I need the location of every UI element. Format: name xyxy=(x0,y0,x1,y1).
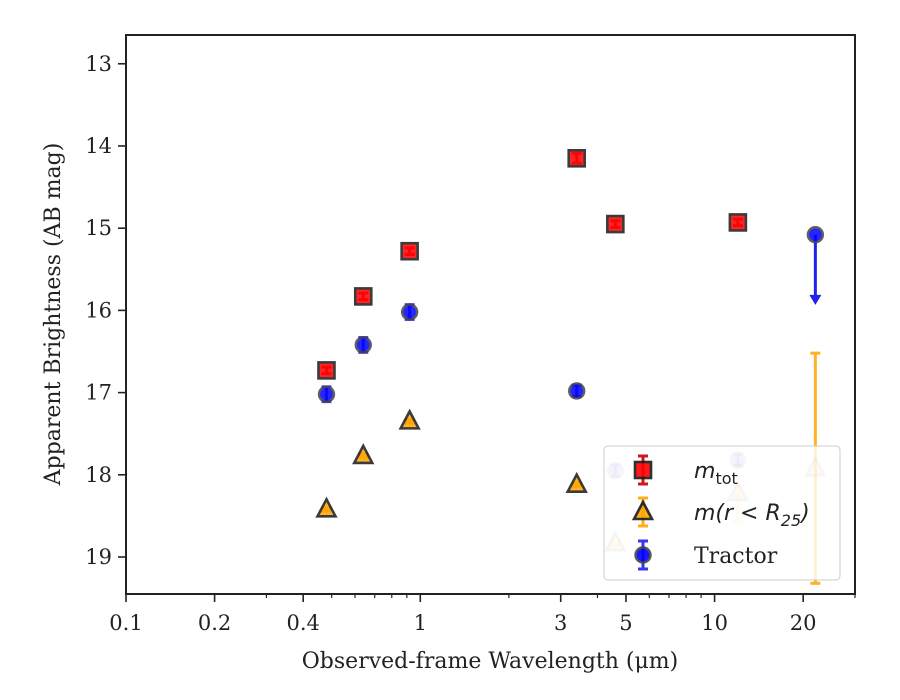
legend-label: mtot xyxy=(694,459,738,488)
x-tick-label: 5 xyxy=(619,611,632,635)
data-point xyxy=(567,149,587,168)
data-point xyxy=(400,303,419,321)
x-axis: 0.1 0.2 0.4 1 3 5 10 20 xyxy=(109,594,856,635)
legend-box xyxy=(603,445,841,581)
x-tick-label: 10 xyxy=(701,611,728,635)
legend: mtot m(r < R25) Tractor xyxy=(603,445,841,581)
data-point xyxy=(352,443,375,465)
data-point xyxy=(400,241,419,261)
x-tick-label: 0.4 xyxy=(286,611,319,635)
y-tick-label: 19 xyxy=(85,545,112,569)
data-point xyxy=(353,287,373,306)
data-point xyxy=(317,385,336,403)
data-point xyxy=(315,496,338,518)
y-tick-label: 13 xyxy=(85,52,112,76)
y-tick-label: 17 xyxy=(85,381,112,405)
data-point xyxy=(606,214,625,234)
legend-marker xyxy=(631,499,655,521)
legend-marker xyxy=(634,546,652,564)
data-point xyxy=(806,226,825,244)
x-tick-label: 0.1 xyxy=(109,611,142,635)
upper-limit-arrowhead xyxy=(809,294,822,305)
legend-marker xyxy=(633,460,653,480)
y-tick-label: 15 xyxy=(85,216,112,240)
data-point xyxy=(317,361,336,380)
x-tick-label: 0.2 xyxy=(198,611,231,635)
legend-label: m(r < R25) xyxy=(694,501,810,530)
x-tick-label: 3 xyxy=(554,611,567,635)
plot-frame xyxy=(125,34,856,595)
data-point xyxy=(565,471,588,493)
y-tick-label: 16 xyxy=(85,298,112,322)
data-points xyxy=(315,149,827,585)
legend-label: Tractor xyxy=(694,544,778,569)
series-0 xyxy=(317,149,748,380)
data-point xyxy=(728,213,748,232)
data-point xyxy=(354,336,372,354)
x-tick-label: 1 xyxy=(414,611,427,635)
y-axis-title: Apparent Brightness (AB mag) xyxy=(41,143,66,487)
series-2 xyxy=(317,226,825,480)
data-point xyxy=(568,382,586,400)
y-tick-label: 14 xyxy=(85,134,112,158)
y-axis: 13 14 15 16 17 18 19 xyxy=(85,52,126,569)
data-point xyxy=(398,408,421,430)
x-axis-title: Observed-frame Wavelength (μm) xyxy=(302,649,678,674)
x-tick-label: 20 xyxy=(790,611,817,635)
y-tick-label: 18 xyxy=(85,463,112,487)
